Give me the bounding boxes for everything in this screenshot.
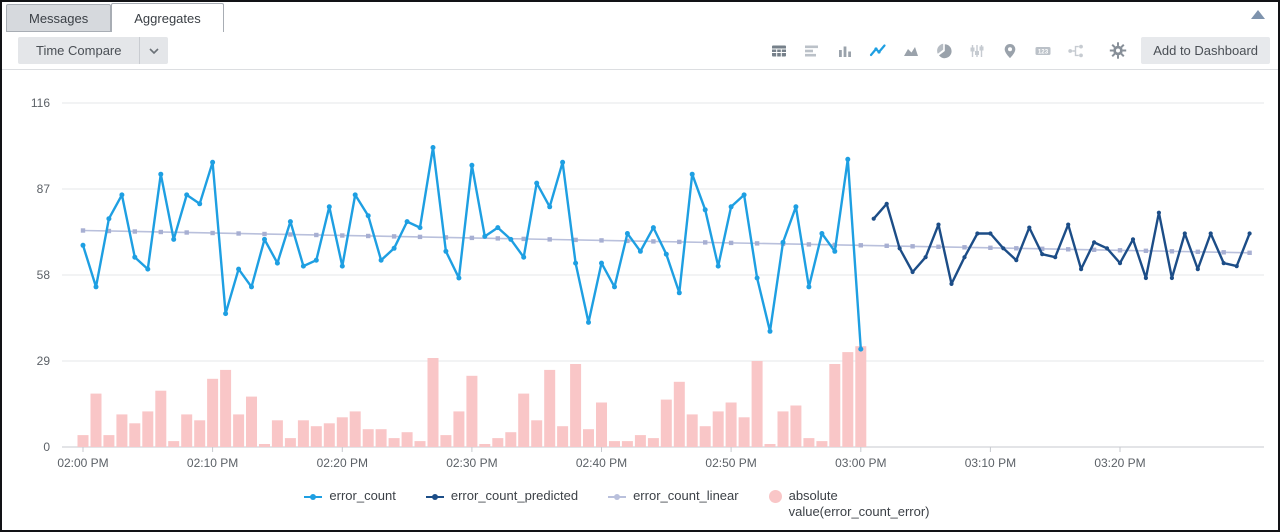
- svg-text:02:30 PM: 02:30 PM: [446, 456, 497, 470]
- settings-gear-icon[interactable]: [1109, 42, 1127, 60]
- svg-text:123: 123: [1038, 48, 1049, 55]
- svg-text:02:00 PM: 02:00 PM: [57, 456, 108, 470]
- legend-label: error_count_predicted: [450, 488, 579, 503]
- error-count-line-marker: [304, 494, 323, 500]
- legend-item-error-count-linear[interactable]: error_count_linear: [608, 488, 739, 503]
- add-to-dashboard-button[interactable]: Add to Dashboard: [1141, 37, 1270, 64]
- sliders-icon[interactable]: [968, 42, 986, 60]
- table-icon[interactable]: [770, 42, 788, 60]
- svg-text:03:10 PM: 03:10 PM: [965, 456, 1016, 470]
- svg-text:58: 58: [37, 268, 51, 282]
- svg-text:02:40 PM: 02:40 PM: [576, 456, 627, 470]
- svg-text:87: 87: [37, 182, 51, 196]
- legend-item-error-bar[interactable]: absolute value(error_count_error): [768, 488, 976, 521]
- tab-messages[interactable]: Messages: [6, 4, 112, 32]
- tab-aggregates-label: Aggregates: [134, 10, 201, 26]
- svg-text:116: 116: [31, 96, 50, 110]
- aggregates-toolbar: Time Compare: [2, 32, 1278, 70]
- chart-legend: error_count error_count_predicted error_…: [2, 480, 1278, 521]
- legend-item-error-count[interactable]: error_count: [304, 488, 396, 503]
- error-count-linear-line-marker: [608, 494, 627, 500]
- map-pin-icon[interactable]: [1001, 42, 1019, 60]
- branch-icon[interactable]: [1067, 42, 1085, 60]
- legend-label: error_count_linear: [633, 488, 739, 503]
- area-chart-icon[interactable]: [902, 42, 920, 60]
- svg-text:0: 0: [43, 440, 50, 454]
- chart-pane: 0 29 58 87 116 02:00 PM 02:10 PM 02:20 PM 02:30 …: [2, 70, 1280, 480]
- time-compare-label: Time Compare: [36, 43, 122, 58]
- svg-text:02:50 PM: 02:50 PM: [705, 456, 756, 470]
- divider: [139, 37, 141, 64]
- tab-aggregates[interactable]: Aggregates: [111, 3, 224, 32]
- chevron-down-icon[interactable]: [140, 47, 168, 55]
- svg-text:03:00 PM: 03:00 PM: [835, 456, 886, 470]
- pie-chart-icon[interactable]: [935, 42, 953, 60]
- chart-canvas[interactable]: 0 29 58 87 116 02:00 PM 02:10 PM 02:20 PM 02:30 …: [2, 70, 1280, 480]
- legend-item-error-count-predicted[interactable]: error_count_predicted: [425, 488, 579, 503]
- column-chart-icon[interactable]: [836, 42, 854, 60]
- svg-text:29: 29: [37, 354, 51, 368]
- add-to-dashboard-label: Add to Dashboard: [1153, 43, 1258, 58]
- bar-horizontal-icon[interactable]: [803, 42, 821, 60]
- legend-label: absolute value(error_count_error): [788, 488, 930, 520]
- svg-text:03:20 PM: 03:20 PM: [1094, 456, 1145, 470]
- line-chart-icon[interactable]: [869, 42, 887, 60]
- single-value-icon[interactable]: 123: [1034, 42, 1052, 60]
- collapse-panel-icon[interactable]: [1251, 10, 1265, 19]
- tab-bar: Messages Aggregates: [2, 2, 1278, 32]
- chart-type-icons: 123: [770, 42, 1085, 60]
- legend-label: error_count: [329, 488, 396, 503]
- svg-text:02:10 PM: 02:10 PM: [187, 456, 238, 470]
- svg-text:02:20 PM: 02:20 PM: [317, 456, 368, 470]
- error-bar-circle-marker: [768, 490, 782, 503]
- time-compare-button[interactable]: Time Compare: [18, 37, 169, 64]
- error-count-predicted-line-marker: [425, 494, 444, 500]
- tab-messages-label: Messages: [29, 10, 89, 26]
